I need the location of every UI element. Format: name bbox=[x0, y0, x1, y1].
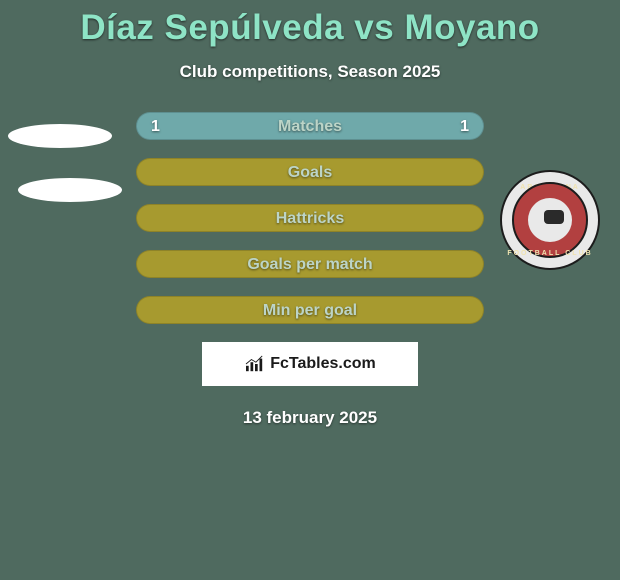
comparison-date: 13 february 2025 bbox=[0, 408, 620, 428]
player-left-photo-placeholder bbox=[8, 124, 112, 148]
crest-bottom-text: FOOTBALL CLUB bbox=[500, 250, 600, 257]
stat-row-matches: 1 Matches 1 bbox=[136, 112, 484, 140]
team-right-crest: ARGENTINA FOOTBALL CLUB bbox=[500, 170, 600, 270]
stat-row-hattricks: Hattricks bbox=[136, 204, 484, 232]
stat-label: Hattricks bbox=[276, 210, 344, 227]
stat-label: Goals per match bbox=[247, 256, 372, 273]
fctables-logo: FcTables.com bbox=[202, 342, 418, 386]
stat-row-goals-per-match: Goals per match bbox=[136, 250, 484, 278]
stat-right-value: 1 bbox=[460, 113, 469, 141]
page-title: Díaz Sepúlveda vs Moyano bbox=[0, 0, 620, 48]
stat-row-goals: Goals bbox=[136, 158, 484, 186]
stat-rows: 1 Matches 1 Goals Hattricks Goals per ma… bbox=[136, 112, 484, 324]
subtitle: Club competitions, Season 2025 bbox=[0, 62, 620, 82]
stat-label: Goals bbox=[288, 164, 332, 181]
bar-chart-icon bbox=[244, 355, 266, 373]
stat-row-min-per-goal: Min per goal bbox=[136, 296, 484, 324]
team-left-logo-placeholder bbox=[18, 178, 122, 202]
fctables-logo-text: FcTables.com bbox=[270, 355, 376, 373]
stat-label: Matches bbox=[278, 118, 342, 135]
stat-label: Min per goal bbox=[263, 302, 357, 319]
stat-left-value: 1 bbox=[151, 113, 160, 141]
